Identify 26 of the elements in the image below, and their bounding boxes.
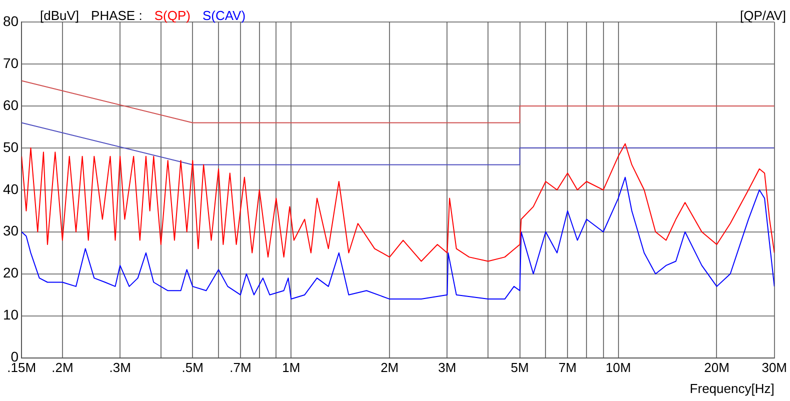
x-tick-label: .5M bbox=[182, 360, 204, 376]
x-tick-label: 1M bbox=[282, 360, 300, 376]
y-tick-label: 80 bbox=[2, 12, 19, 29]
y-tick-label: 10 bbox=[2, 306, 19, 323]
annotation: [QP/AV] bbox=[740, 8, 786, 23]
y-axis-title: [dBuV] bbox=[40, 8, 80, 23]
y-tick-label: 70 bbox=[2, 54, 19, 71]
x-tick-label: 30M bbox=[762, 360, 788, 376]
x-axis-title: Frequency[Hz] bbox=[690, 380, 774, 396]
y-tick-label: 60 bbox=[2, 96, 19, 113]
x-tick-label: 2M bbox=[380, 360, 399, 376]
x-tick-label: 3M bbox=[438, 360, 456, 376]
text: S(CAV) bbox=[202, 8, 246, 23]
x-tick-label: .2M bbox=[52, 360, 74, 376]
x-tick-label: 7M bbox=[558, 360, 577, 376]
x-tick-label: 20M bbox=[704, 360, 730, 376]
y-tick-label: 30 bbox=[2, 222, 19, 239]
x-tick-label: .3M bbox=[109, 360, 131, 376]
y-tick-label: 20 bbox=[2, 264, 19, 281]
legend-title: PHASE : bbox=[91, 8, 142, 23]
x-tick-label: 5M bbox=[510, 360, 529, 376]
y-tick-label: 50 bbox=[2, 138, 19, 155]
x-tick-label: 10M bbox=[606, 360, 631, 376]
x-tick-label: .7M bbox=[230, 360, 252, 376]
text: S(QP) bbox=[154, 8, 190, 23]
y-tick-label: 40 bbox=[2, 180, 19, 197]
